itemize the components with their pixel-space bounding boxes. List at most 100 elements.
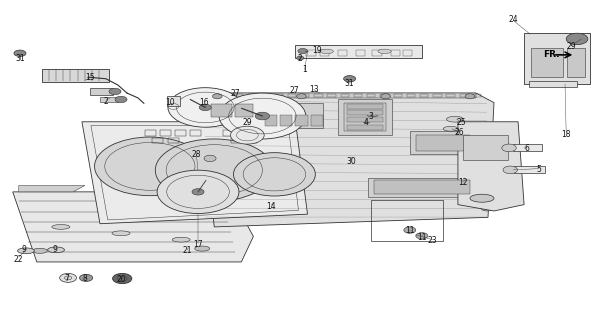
Circle shape bbox=[481, 204, 493, 211]
Bar bbox=[145, 130, 156, 136]
Text: 23: 23 bbox=[428, 236, 437, 245]
Text: 29: 29 bbox=[566, 42, 576, 52]
Text: 26: 26 bbox=[454, 128, 464, 137]
Text: 20: 20 bbox=[116, 275, 126, 284]
Bar bbox=[394, 94, 402, 97]
Text: 11: 11 bbox=[417, 233, 426, 242]
Bar bbox=[153, 138, 163, 143]
Bar bbox=[268, 130, 279, 136]
Ellipse shape bbox=[443, 126, 458, 131]
Bar bbox=[221, 94, 230, 97]
Bar bbox=[208, 94, 216, 97]
Bar bbox=[410, 131, 476, 154]
Ellipse shape bbox=[48, 247, 65, 253]
Bar bbox=[459, 94, 468, 97]
Bar bbox=[280, 116, 292, 125]
Circle shape bbox=[297, 56, 304, 60]
Circle shape bbox=[60, 273, 77, 282]
Bar bbox=[356, 50, 365, 56]
Bar bbox=[368, 178, 476, 197]
Bar bbox=[311, 116, 323, 125]
Circle shape bbox=[503, 166, 517, 174]
Circle shape bbox=[230, 126, 264, 144]
Text: 8: 8 bbox=[83, 274, 87, 283]
Bar bbox=[190, 130, 201, 136]
Text: 16: 16 bbox=[199, 98, 209, 107]
Text: 13: 13 bbox=[309, 85, 318, 94]
Ellipse shape bbox=[195, 246, 210, 251]
Bar bbox=[567, 49, 586, 77]
Bar bbox=[160, 130, 171, 136]
Text: 17: 17 bbox=[193, 240, 203, 249]
Text: 15: 15 bbox=[85, 73, 95, 82]
Bar bbox=[168, 138, 178, 143]
Ellipse shape bbox=[33, 248, 47, 253]
Bar bbox=[407, 94, 415, 97]
Bar bbox=[338, 50, 347, 56]
Circle shape bbox=[157, 170, 239, 213]
Circle shape bbox=[109, 88, 121, 95]
Bar bbox=[338, 100, 392, 134]
Circle shape bbox=[14, 50, 26, 56]
Text: 9: 9 bbox=[21, 245, 26, 254]
Bar bbox=[524, 33, 590, 84]
Bar bbox=[301, 94, 309, 97]
Bar bbox=[416, 134, 470, 151]
Ellipse shape bbox=[172, 237, 190, 242]
Circle shape bbox=[381, 94, 391, 99]
Bar bbox=[514, 166, 545, 173]
Bar bbox=[374, 180, 470, 195]
Bar bbox=[246, 138, 257, 143]
Bar bbox=[223, 130, 234, 136]
Circle shape bbox=[199, 104, 211, 111]
Circle shape bbox=[113, 273, 132, 284]
Bar bbox=[175, 130, 186, 136]
Bar bbox=[367, 94, 376, 97]
Text: 9: 9 bbox=[52, 245, 57, 254]
Text: 21: 21 bbox=[183, 246, 192, 255]
Bar bbox=[344, 103, 386, 131]
Bar bbox=[327, 94, 336, 97]
Bar bbox=[531, 49, 563, 77]
Text: 28: 28 bbox=[192, 150, 201, 159]
Bar bbox=[288, 94, 296, 97]
Ellipse shape bbox=[378, 49, 391, 53]
Bar bbox=[235, 104, 253, 117]
Circle shape bbox=[233, 153, 315, 196]
Ellipse shape bbox=[52, 225, 70, 229]
Circle shape bbox=[168, 88, 242, 127]
Bar bbox=[262, 103, 323, 128]
Circle shape bbox=[481, 155, 493, 162]
Text: 1: 1 bbox=[302, 65, 307, 74]
Circle shape bbox=[362, 118, 371, 123]
Text: 10: 10 bbox=[166, 98, 175, 107]
Bar bbox=[306, 50, 316, 56]
Bar bbox=[314, 94, 323, 97]
Polygon shape bbox=[199, 93, 476, 98]
Bar bbox=[238, 130, 249, 136]
Bar bbox=[167, 96, 180, 107]
Ellipse shape bbox=[17, 248, 34, 254]
Text: 4: 4 bbox=[364, 118, 369, 127]
Bar bbox=[420, 94, 429, 97]
Bar bbox=[248, 94, 256, 97]
Bar bbox=[391, 50, 400, 56]
Bar bbox=[192, 114, 218, 117]
Bar bbox=[347, 124, 383, 130]
Text: 31: 31 bbox=[345, 79, 355, 88]
Bar bbox=[100, 97, 118, 102]
Circle shape bbox=[298, 49, 308, 53]
Text: 12: 12 bbox=[458, 178, 467, 187]
Text: 27: 27 bbox=[230, 89, 240, 98]
Text: 2: 2 bbox=[104, 97, 109, 106]
Bar bbox=[473, 94, 481, 97]
Circle shape bbox=[367, 111, 379, 117]
Bar bbox=[235, 94, 243, 97]
Bar bbox=[347, 104, 383, 109]
Text: 24: 24 bbox=[508, 15, 518, 24]
Bar bbox=[341, 94, 349, 97]
Bar bbox=[261, 94, 270, 97]
Bar bbox=[211, 104, 232, 117]
Text: 14: 14 bbox=[267, 202, 276, 211]
Text: 3: 3 bbox=[369, 112, 374, 121]
